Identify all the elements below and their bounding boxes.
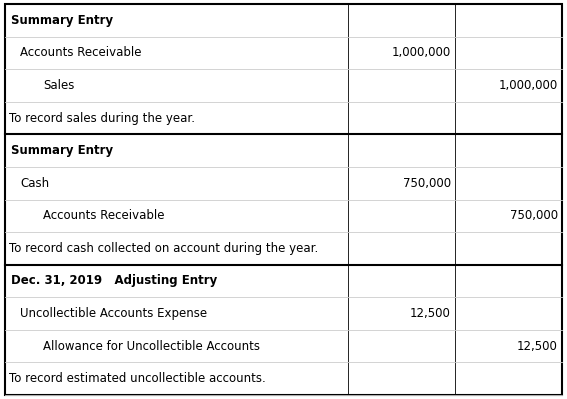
Text: 750,000: 750,000	[510, 209, 558, 222]
Text: Accounts Receivable: Accounts Receivable	[43, 209, 164, 222]
Text: Summary Entry: Summary Entry	[11, 144, 113, 157]
Text: 750,000: 750,000	[403, 177, 451, 190]
Text: Allowance for Uncollectible Accounts: Allowance for Uncollectible Accounts	[43, 340, 260, 353]
Text: Accounts Receivable: Accounts Receivable	[20, 46, 142, 59]
Text: 1,000,000: 1,000,000	[499, 79, 558, 92]
Text: Dec. 31, 2019   Adjusting Entry: Dec. 31, 2019 Adjusting Entry	[11, 275, 218, 287]
Text: To record sales during the year.: To record sales during the year.	[9, 112, 195, 124]
Text: 1,000,000: 1,000,000	[392, 46, 451, 59]
Text: Sales: Sales	[43, 79, 74, 92]
Text: Uncollectible Accounts Expense: Uncollectible Accounts Expense	[20, 307, 208, 320]
Text: 12,500: 12,500	[410, 307, 451, 320]
Text: Summary Entry: Summary Entry	[11, 14, 113, 27]
Text: To record cash collected on account during the year.: To record cash collected on account duri…	[9, 242, 318, 255]
Text: 12,500: 12,500	[517, 340, 558, 353]
Text: Cash: Cash	[20, 177, 49, 190]
Text: To record estimated uncollectible accounts.: To record estimated uncollectible accoun…	[9, 372, 266, 385]
